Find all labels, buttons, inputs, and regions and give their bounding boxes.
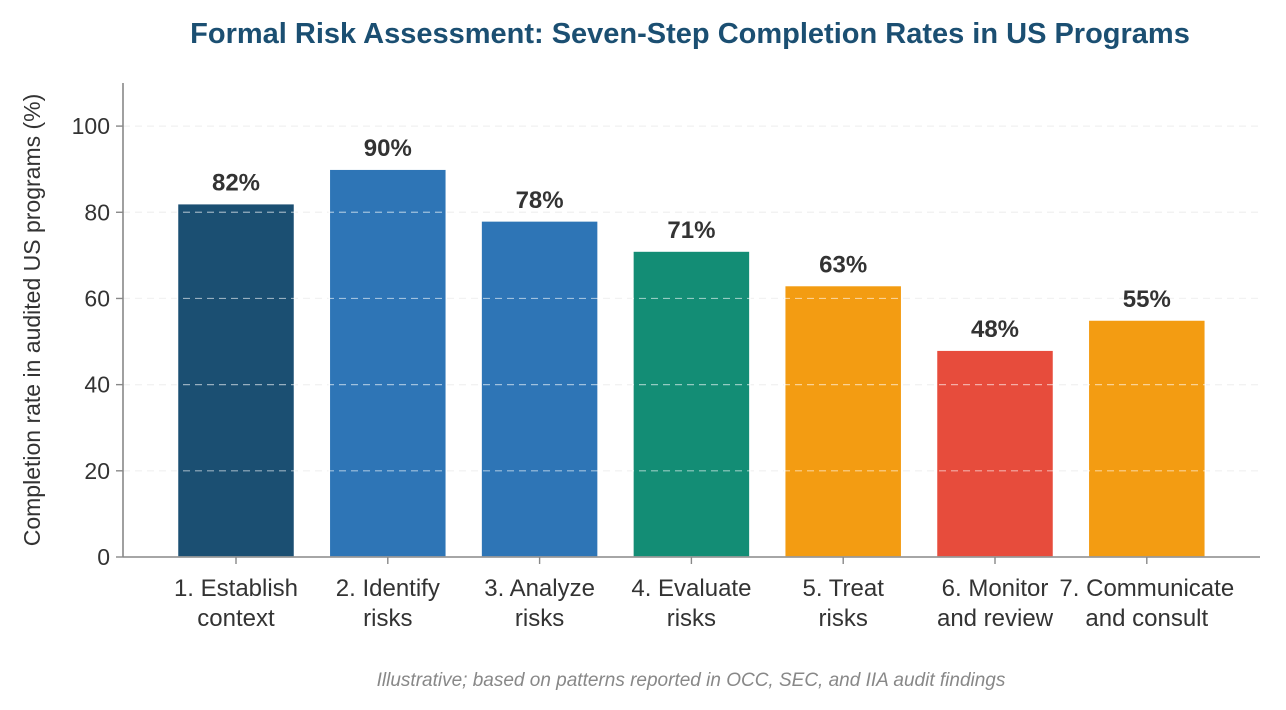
bar — [328, 168, 448, 558]
x-tick-label: 1. Establish context — [174, 575, 298, 632]
bars — [176, 168, 1207, 558]
y-tick-label: 60 — [84, 285, 110, 311]
y-axis-label: Completion rate in audited US programs (… — [19, 94, 45, 547]
bar — [480, 220, 599, 558]
axes — [116, 83, 1260, 564]
bar-value-label: 82% — [212, 170, 260, 197]
bar-value-label: 71% — [667, 217, 715, 244]
bar — [783, 284, 903, 558]
y-tick-label: 80 — [84, 199, 110, 225]
bar — [1087, 319, 1207, 558]
bar-value-label: 63% — [819, 252, 867, 279]
footnote: Illustrative; based on patterns reported… — [377, 670, 1006, 691]
chart-title: Formal Risk Assessment: Seven-Step Compl… — [190, 18, 1190, 50]
bar — [935, 349, 1055, 558]
y-tick-label: 0 — [97, 544, 110, 570]
bar-value-label: 90% — [364, 135, 412, 162]
bar-value-label: 48% — [971, 316, 1019, 343]
y-tick-label: 20 — [84, 458, 110, 484]
bar-value-label: 55% — [1123, 286, 1171, 313]
x-tick-label: 7. Communicate and consult — [1059, 575, 1234, 632]
y-tick-label: 40 — [84, 372, 110, 398]
bar-value-label: 78% — [516, 187, 564, 214]
bar — [632, 250, 751, 558]
y-tick-label: 100 — [72, 113, 110, 139]
x-tick-label: 6. Monitor and review — [937, 575, 1054, 632]
grid-lines-overlay — [123, 125, 1260, 472]
x-tick-label: 4. Evaluate risks — [631, 575, 751, 632]
labels: 82% 90% 78% 71% 63% 48% 55% 0 20 40 60 80 100 1. Esta… — [72, 113, 1235, 632]
bar — [176, 202, 296, 558]
x-tick-label: 5. Treat risks — [803, 575, 885, 632]
x-tick-label: 2. Identify risks — [336, 575, 440, 632]
x-tick-label: 3. Analyze risks — [484, 575, 595, 632]
